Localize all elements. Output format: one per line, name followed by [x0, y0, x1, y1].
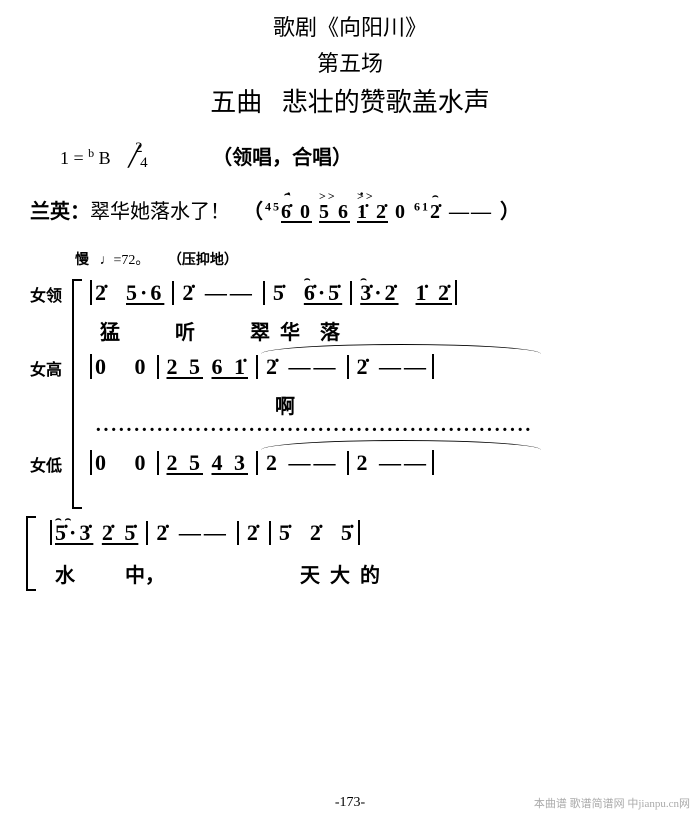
- soprano-row: 女高 0 02 5 6 1̇2̇ ——2̇ ——: [30, 348, 670, 388]
- system-bracket-2: [26, 516, 36, 591]
- tempo-marking: 慢 ♩=72。 （压抑地）: [75, 249, 670, 269]
- seg2-lyric-row: 水 中， 天 大 的: [30, 559, 670, 588]
- lead-notation: 2̇ 5·62̇ ——5̇ ⌢6̇·5̇⌢3̇·2̇ 1̇ 2̇: [80, 280, 670, 307]
- song-number: 五曲: [210, 88, 262, 117]
- title-block: 歌剧《向阳川》 第五场 五曲 悲壮的赞歌盖水声: [30, 10, 670, 119]
- act-number: 第五场: [30, 46, 670, 78]
- song-title: 五曲 悲壮的赞歌盖水声: [30, 82, 670, 119]
- system-bracket: [72, 279, 82, 509]
- alto-notation: 0 02 5 4 32 ——2 ——: [80, 450, 670, 477]
- alto-row: 女低 0 02 5 4 32 ——2 ——: [30, 444, 670, 484]
- main-score: 慢 ♩=72。 （压抑地） 女领 2̇ 5·62̇ ——5̇ ⌢6̇·5̇⌢3̇…: [30, 249, 670, 588]
- speaker-name: 兰英：: [30, 201, 90, 223]
- lead-lyric-row: 猛 听 翠 华 落: [30, 316, 670, 346]
- time-signature: 2 ╱ 4: [130, 139, 148, 169]
- seg2-lyrics: 水 中， 天 大 的: [40, 559, 670, 588]
- seg2-notation: ⌢⌢5̇·3̇ 2̇ 5̇2̇ ——2̇5̇ 2̇ 5̇: [40, 520, 670, 547]
- soprano-notation: 0 02 5 6 1̇2̇ ——2̇ ——: [80, 354, 670, 381]
- watermark: 本曲谱 歌谱简谱网 中jianpu.cn网: [534, 795, 690, 811]
- performance-parts: （领唱，合唱）: [212, 141, 352, 170]
- part-label-alto: 女低: [30, 452, 70, 476]
- song-name: 悲壮的赞歌盖水声: [282, 88, 490, 117]
- notation-meta: 1 = b B 2 ╱ 4 （领唱，合唱）: [60, 139, 670, 170]
- segment-2: ⌢⌢5̇·3̇ 2̇ 5̇2̇ ——2̇5̇ 2̇ 5̇ 水 中， 天 大 的: [30, 514, 670, 588]
- lead-vocal-row: 女领 2̇ 5·62̇ ——5̇ ⌢6̇·5̇⌢3̇·2̇ 1̇ 2̇: [30, 274, 670, 314]
- intro-notation: （45· ·⌢6̇ 0 >>5 6 · ·>>1̇ 2̇ 0 61⌢2̇ —— …: [243, 195, 522, 224]
- lead-lyrics: 猛 听 翠 华 落: [80, 316, 670, 345]
- part-label-soprano: 女高: [30, 356, 70, 380]
- page-number: -173-: [335, 795, 365, 811]
- key-signature: 1 = b B: [60, 146, 111, 169]
- seg2-notation-row: ⌢⌢5̇·3̇ 2̇ 5̇2̇ ——2̇5̇ 2̇ 5̇: [30, 514, 670, 554]
- dialogue-line: 兰英：翠华她落水了！ （45· ·⌢6̇ 0 >>5 6 · ·>>1̇ 2̇ …: [30, 195, 670, 224]
- dialogue-text: 翠华她落水了！: [90, 201, 230, 223]
- opera-title: 歌剧《向阳川》: [30, 10, 670, 42]
- soprano-lyric-row: 啊·······································…: [30, 390, 670, 442]
- part-label-lead: 女领: [30, 282, 70, 306]
- soprano-lyrics: 啊·······································…: [80, 390, 670, 442]
